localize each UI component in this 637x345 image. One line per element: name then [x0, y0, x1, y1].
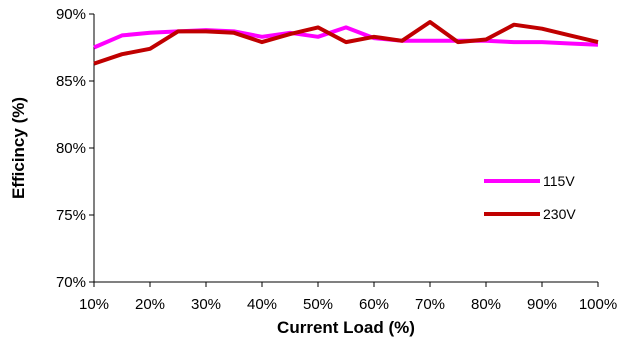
legend: 115V 230V [484, 173, 576, 222]
series-lines [93, 20, 599, 66]
y-tick-label: 80% [56, 140, 86, 157]
x-tick-label: 80% [471, 296, 501, 313]
series-line-230v [93, 20, 599, 66]
y-tick-label: 75% [56, 207, 86, 224]
x-tick-label: 70% [415, 296, 445, 313]
x-tick-label: 100% [579, 296, 617, 313]
legend-label-230v: 230V [543, 206, 576, 222]
x-tick-label: 30% [191, 296, 221, 313]
x-tick-labels: 10% 20% 30% 40% 50% 60% 70% 80% 90% 100% [79, 282, 617, 313]
y-tick-label: 90% [56, 6, 86, 23]
x-tick-label: 10% [79, 296, 109, 313]
y-tick-label: 85% [56, 73, 86, 90]
x-axis-title: Current Load (%) [277, 318, 415, 337]
x-tick-label: 60% [359, 296, 389, 313]
x-tick-label: 20% [135, 296, 165, 313]
y-tick-label: 70% [56, 274, 86, 291]
y-tick-labels: 70% 75% 80% 85% 90% [56, 6, 94, 291]
plot-area [93, 14, 598, 283]
y-axis-title: Efficincy (%) [9, 97, 28, 199]
legend-label-115v: 115V [543, 173, 575, 189]
x-tick-label: 50% [303, 296, 333, 313]
x-tick-label: 40% [247, 296, 277, 313]
x-tick-label: 90% [527, 296, 557, 313]
